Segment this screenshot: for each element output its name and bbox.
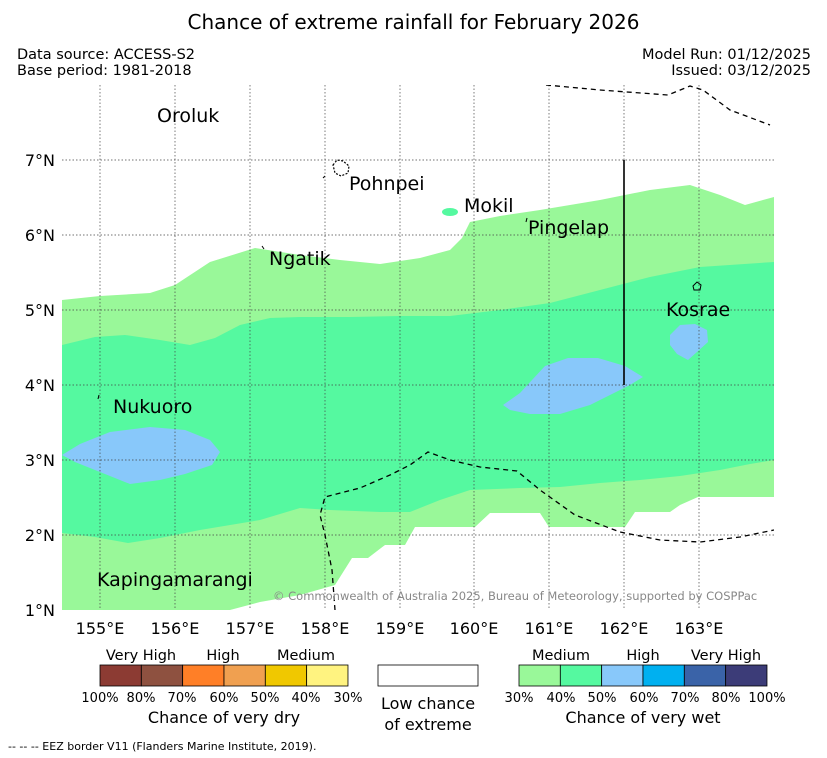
- ant-atoll: [322, 175, 326, 179]
- lon-label: 160°E: [450, 619, 499, 638]
- legend-wet-medium: Medium: [532, 648, 590, 664]
- pingelap-atoll: [525, 217, 528, 223]
- legend-wet-pct: 40%: [547, 691, 576, 706]
- wet-high-patch-kosrae: [670, 324, 708, 360]
- legend-wet-high: High: [626, 648, 659, 664]
- legend-dry-swatch: [99, 664, 142, 687]
- wet-high-patch-east: [503, 358, 643, 414]
- base-period: Base period: 1981-2018: [17, 63, 192, 79]
- lat-label: 6°N: [25, 226, 55, 245]
- legend-wet-pct: 100%: [748, 691, 785, 706]
- ngatik-atoll: [261, 245, 265, 250]
- map-title: Chance of extreme rainfall for February …: [187, 10, 640, 34]
- legend-wet-pct: 30%: [505, 691, 534, 706]
- place-nukuoro: Nukuoro: [113, 396, 192, 418]
- legend-wet: Medium High Very High 30% 40% 50% 60% 70…: [505, 648, 786, 727]
- legend-wet-swatch: [725, 664, 768, 687]
- lon-label: 159°E: [376, 619, 425, 638]
- lon-label: 161°E: [525, 619, 574, 638]
- legend-dry-high: High: [206, 648, 239, 664]
- nukuoro-atoll: [97, 394, 100, 400]
- map-plot-area: [62, 85, 774, 610]
- pohnpei-island: [332, 159, 350, 177]
- legend-dry-swatch: [306, 664, 349, 687]
- issued-date: Issued: 03/12/2025: [671, 63, 811, 79]
- legend-low-caption-2: of extreme: [384, 715, 471, 734]
- legend-dry-swatch: [223, 664, 266, 687]
- place-pohnpei: Pohnpei: [349, 173, 425, 195]
- lon-label: 156°E: [151, 619, 200, 638]
- legend-low-swatch: [377, 664, 479, 687]
- legend-wet-pct: 80%: [712, 691, 741, 706]
- meta-right: Model Run: 01/12/2025 Issued: 03/12/2025: [642, 47, 811, 79]
- lon-label: 162°E: [600, 619, 649, 638]
- eez-footnote: -- -- -- EEZ border V11 (Flanders Marine…: [8, 740, 317, 753]
- copyright-notice: © Commonwealth of Australia 2025, Bureau…: [273, 589, 758, 603]
- legend-dry-medium: Medium: [277, 648, 335, 664]
- lat-label: 1°N: [25, 601, 55, 620]
- place-kosrae: Kosrae: [666, 299, 730, 321]
- legend-dry-pct: 50%: [251, 691, 280, 706]
- legend-wet-very-high: Very High: [691, 648, 761, 664]
- wet-medium-high-region: [62, 262, 774, 543]
- wet-high-patch-west: [62, 427, 220, 484]
- legend-dry-pct: 30%: [334, 691, 363, 706]
- lat-label: 4°N: [25, 376, 55, 395]
- legend-wet-swatch: [559, 664, 603, 687]
- legend-wet-swatch: [601, 664, 644, 687]
- legend-wet-swatch: [642, 664, 685, 687]
- lon-label: 157°E: [226, 619, 275, 638]
- lat-label: 5°N: [25, 301, 55, 320]
- legend-dry-swatch: [182, 664, 225, 687]
- legend-wet-caption: Chance of very wet: [565, 708, 720, 727]
- lat-label: 2°N: [25, 526, 55, 545]
- legend-wet-pct: 50%: [588, 691, 617, 706]
- data-source: Data source: ACCESS-S2: [17, 47, 196, 63]
- legend-dry-pct: 40%: [292, 691, 321, 706]
- meta-left: Data source: ACCESS-S2 Base period: 1981…: [17, 47, 195, 79]
- legend-dry-pct: 100%: [81, 691, 118, 706]
- lon-label: 155°E: [76, 619, 125, 638]
- legend-wet-swatch: [683, 664, 727, 687]
- model-run: Model Run: 01/12/2025: [641, 47, 811, 63]
- legend-dry-pct: 80%: [127, 691, 156, 706]
- place-pingelap: Pingelap: [528, 217, 609, 239]
- legend-dry-caption: Chance of very dry: [148, 708, 300, 727]
- gridlines: [62, 85, 774, 610]
- legend-dry-pct: 70%: [168, 691, 197, 706]
- lon-label: 163°E: [675, 619, 724, 638]
- legend-wet-swatch: [518, 664, 561, 687]
- kosrae-island: [692, 281, 702, 291]
- lat-label: 3°N: [25, 451, 55, 470]
- place-mokil: Mokil: [464, 195, 514, 217]
- mokil-patch: [442, 208, 458, 216]
- place-oroluk: Oroluk: [157, 105, 219, 127]
- legend-dry-swatch: [264, 664, 308, 687]
- lat-label: 7°N: [25, 151, 55, 170]
- place-kapingamarangi: Kapingamarangi: [97, 569, 253, 591]
- legend-wet-pct: 70%: [671, 691, 700, 706]
- legend-dry-swatch: [140, 664, 184, 687]
- eez-border: [319, 85, 774, 610]
- legend-low: Low chance of extreme: [377, 664, 479, 734]
- legend-dry-very-high: Very High: [106, 648, 176, 664]
- legend-wet-pct: 60%: [630, 691, 659, 706]
- place-ngatik: Ngatik: [269, 248, 331, 270]
- legend-dry: Very High High Medium 100% 80% 70% 60% 5…: [81, 648, 362, 727]
- legend-low-caption-1: Low chance: [381, 694, 475, 713]
- lon-label: 158°E: [301, 619, 350, 638]
- legend-dry-pct: 60%: [210, 691, 239, 706]
